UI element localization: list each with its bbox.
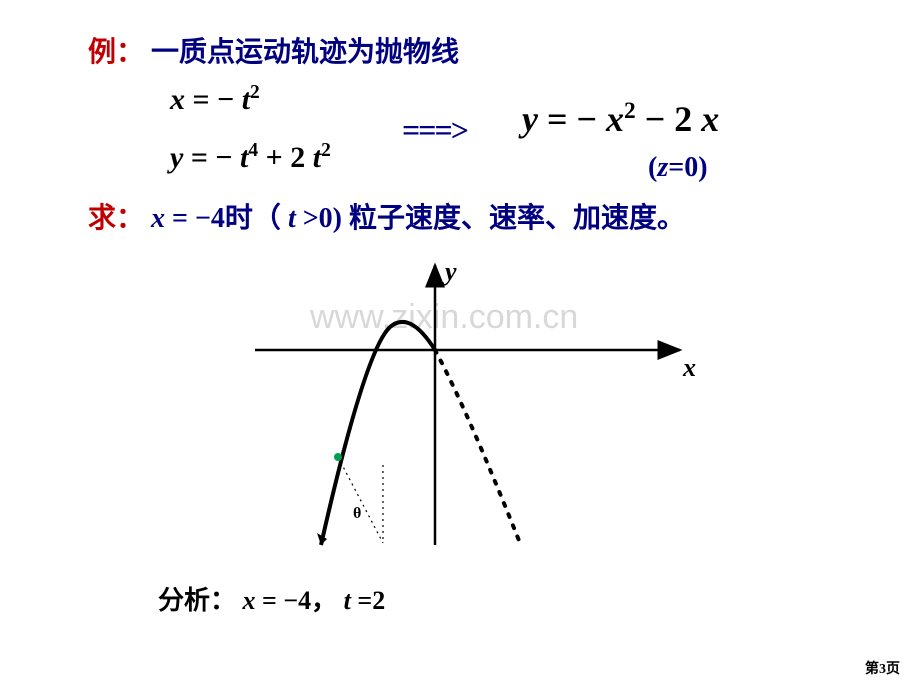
- eq2-eq: = −: [191, 141, 233, 174]
- analysis-prefix: 分析：: [158, 586, 236, 615]
- an-var2: t: [344, 586, 358, 615]
- analysis-line: 分析： x = −4， t =2: [158, 580, 385, 617]
- eq3-minus: − 2: [645, 99, 693, 139]
- an-text1: = −4，: [262, 586, 337, 615]
- example-prefix: 例：: [88, 37, 144, 68]
- implies-arrow: ===>: [402, 112, 467, 149]
- z-var: z: [657, 152, 668, 183]
- eq1-sup: 2: [250, 82, 260, 103]
- x-axis-label: x: [683, 353, 696, 383]
- eq2-s1: 4: [248, 140, 258, 161]
- point-marker: [334, 453, 342, 461]
- z-constraint: (z=0): [648, 152, 708, 184]
- eq3-lhs: y: [522, 99, 538, 139]
- an-var1: x: [243, 586, 256, 615]
- z-open: (: [648, 152, 657, 183]
- equation-y: y = − t4 + 2 t2: [170, 140, 331, 175]
- eq1-eq: = −: [193, 83, 235, 116]
- q-text1: = −4时（: [172, 203, 281, 234]
- equation-result: y = − x2 − 2 x: [522, 98, 719, 140]
- q-var2: t: [288, 203, 303, 234]
- z-rest: =0): [668, 152, 707, 183]
- eq3-s1: 2: [624, 98, 636, 124]
- question-line: 求： x = −4时（ t >0) 粒子速度、速率、加速度。: [88, 196, 685, 236]
- page-number: 第3页: [865, 658, 900, 678]
- eq3-r1: x: [606, 99, 624, 139]
- eq1-lhs: x: [170, 83, 185, 116]
- theta-label: θ: [353, 505, 361, 523]
- example-text: 一质点运动轨迹为抛物线: [151, 37, 459, 68]
- parabola-graph: y x θ: [235, 255, 705, 555]
- graph-svg: [235, 255, 705, 555]
- equation-x: x = − t2: [170, 82, 260, 117]
- eq2-r2: t: [313, 141, 321, 174]
- eq3-eq: = −: [547, 99, 606, 139]
- theta-line-1: [338, 457, 383, 543]
- curve-right: [435, 350, 520, 543]
- curve-left: [321, 322, 435, 545]
- eq2-lhs: y: [170, 141, 183, 174]
- example-heading: 例： 一质点运动轨迹为抛物线: [88, 30, 459, 70]
- an-text2: =2: [357, 586, 385, 615]
- eq3-r2: x: [701, 99, 719, 139]
- eq2-plus: + 2: [266, 141, 306, 174]
- question-prefix: 求：: [88, 203, 144, 234]
- q-text2: >0) 粒子速度、速率、加速度。: [303, 203, 685, 234]
- q-var1: x: [151, 203, 165, 234]
- eq2-s2: 2: [321, 140, 331, 161]
- y-axis-label: y: [445, 257, 457, 287]
- eq1-rhs: t: [242, 83, 250, 116]
